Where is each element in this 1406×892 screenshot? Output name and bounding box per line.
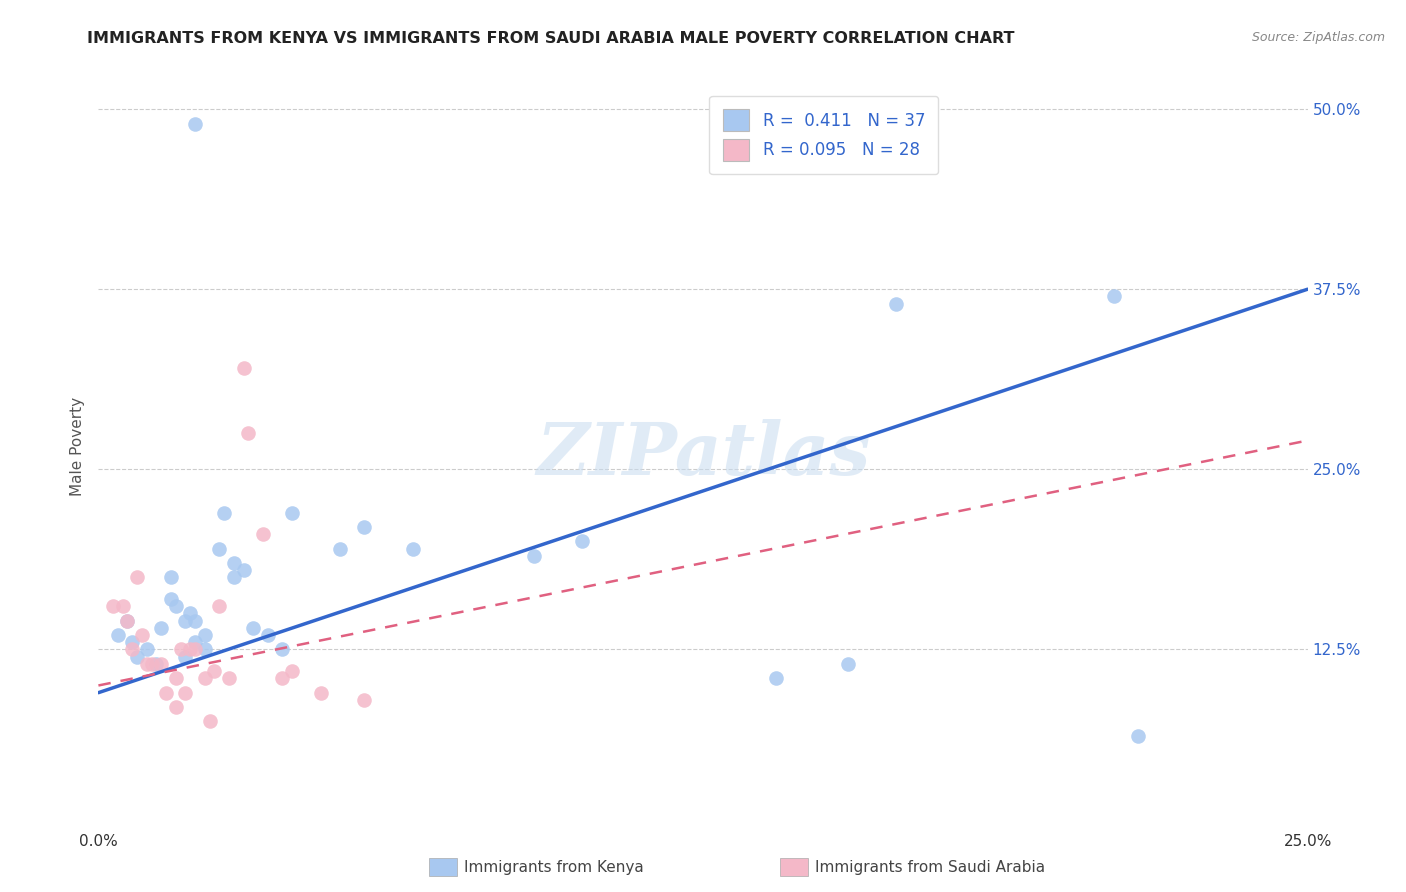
Point [127,570,149,584]
Point [208,541,231,556]
Legend: R =  0.411   N = 37, R = 0.095   N = 28: R = 0.411 N = 37, R = 0.095 N = 28 [710,96,938,174]
Text: Male Poverty: Male Poverty [70,396,84,496]
Point [131,628,153,642]
Text: Immigrants from Saudi Arabia: Immigrants from Saudi Arabia [815,860,1046,874]
Point [571,534,593,549]
Point [238,426,260,441]
Point [169,642,191,657]
Point [127,649,149,664]
Point [174,649,197,664]
Point [194,642,217,657]
Point [208,599,231,614]
Point [353,693,375,707]
Point [184,635,207,649]
Point [204,664,226,678]
Point [174,686,197,700]
Point [837,657,859,671]
Text: ZIPatlas: ZIPatlas [536,419,870,491]
Point [222,556,245,570]
Point [281,506,304,520]
Point [222,570,245,584]
Point [1128,729,1150,743]
Point [271,671,294,685]
Point [256,628,278,642]
Point [271,642,294,657]
Point [523,549,546,563]
Point [160,570,183,584]
Text: Immigrants from Kenya: Immigrants from Kenya [464,860,644,874]
Point [329,541,352,556]
Point [184,642,207,657]
Point [165,671,187,685]
Point [184,614,207,628]
Point [252,527,274,541]
Point [232,361,254,376]
Point [150,621,173,635]
Point [121,642,143,657]
Point [353,520,375,534]
Point [107,628,129,642]
Point [101,599,124,614]
Point [165,700,187,714]
Point [212,506,235,520]
Point [886,296,908,310]
Point [117,614,139,628]
Point [141,657,163,671]
Point [1102,289,1125,303]
Point [232,563,254,577]
Point [160,592,183,607]
Point [184,116,207,130]
Point [165,599,187,614]
Point [198,714,221,729]
Point [135,642,157,657]
Point [117,614,139,628]
Point [174,614,197,628]
Point [402,541,425,556]
Text: Source: ZipAtlas.com: Source: ZipAtlas.com [1251,31,1385,45]
Point [150,657,173,671]
Point [155,686,177,700]
Point [218,671,240,685]
Point [121,635,143,649]
Point [194,671,217,685]
Point [111,599,134,614]
Point [179,642,201,657]
Point [281,664,304,678]
Text: IMMIGRANTS FROM KENYA VS IMMIGRANTS FROM SAUDI ARABIA MALE POVERTY CORRELATION C: IMMIGRANTS FROM KENYA VS IMMIGRANTS FROM… [87,31,1015,46]
Point [765,671,787,685]
Point [242,621,264,635]
Point [135,657,157,671]
Point [145,657,167,671]
Point [309,686,332,700]
Point [194,628,217,642]
Point [179,607,201,621]
